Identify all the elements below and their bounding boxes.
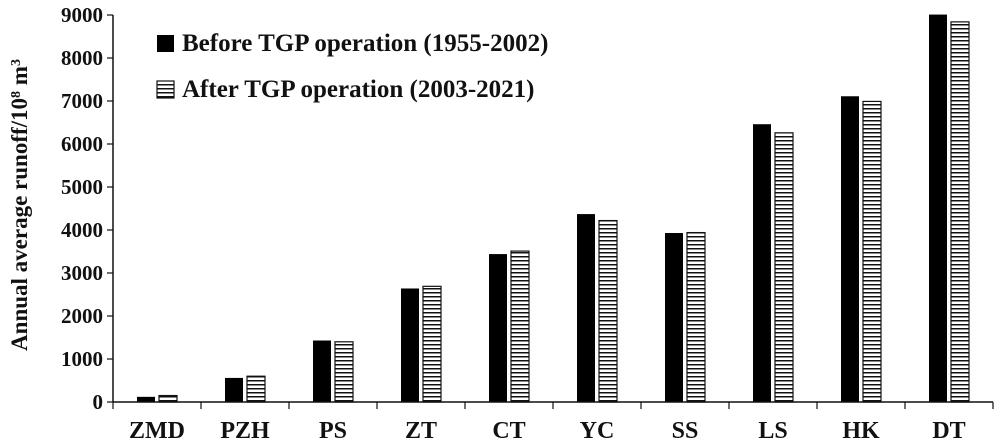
bar-after-pzh bbox=[246, 375, 266, 403]
x-tick-label: ZT bbox=[405, 418, 437, 444]
y-axis-title: Annual average runoff/108 m3 bbox=[7, 59, 32, 351]
x-tick-label: PZH bbox=[220, 418, 270, 444]
y-tick-label: 7000 bbox=[61, 89, 103, 113]
y-axis-ticks: 0 1000 2000 3000 4000 5000 6000 7000 8000 9000 bbox=[61, 3, 113, 414]
bar-before-hk bbox=[841, 96, 859, 403]
bars-group bbox=[137, 14, 970, 403]
y-tick-label: 8000 bbox=[61, 46, 103, 70]
y-axis-title-sup: 8 bbox=[9, 91, 24, 98]
x-tick-label: CT bbox=[492, 418, 525, 444]
bar-after-dt bbox=[950, 21, 970, 403]
bar-after-ss bbox=[686, 231, 706, 403]
legend-label-after: After TGP operation (2003-2021) bbox=[182, 76, 535, 103]
bar-after-ct bbox=[510, 250, 530, 403]
y-tick-label: 1000 bbox=[61, 347, 103, 371]
x-tick-label: ZMD bbox=[129, 418, 185, 444]
x-tick-label: LS bbox=[758, 418, 787, 444]
y-tick-label: 2000 bbox=[61, 304, 103, 328]
bar-after-yc bbox=[598, 219, 618, 403]
bar-after-ps bbox=[334, 341, 354, 403]
bar-before-zt bbox=[401, 288, 419, 402]
y-tick-label: 3000 bbox=[61, 261, 103, 285]
x-tick-label: SS bbox=[672, 418, 699, 444]
bar-after-zt bbox=[422, 285, 442, 403]
y-tick-label: 6000 bbox=[61, 132, 103, 156]
bar-before-zmd bbox=[137, 396, 155, 402]
bar-before-ss bbox=[665, 233, 683, 402]
legend-label-before: Before TGP operation (1955-2002) bbox=[182, 30, 548, 57]
y-tick-label: 5000 bbox=[61, 175, 103, 199]
bar-after-hk bbox=[862, 100, 882, 403]
x-tick-label: DT bbox=[932, 418, 965, 444]
y-tick-label: 9000 bbox=[61, 3, 103, 27]
x-axis-ticks: ZMD PZH PS ZT CT YC SS LS HK DT bbox=[112, 402, 994, 444]
bar-before-ls bbox=[753, 124, 771, 402]
bar-after-ls bbox=[774, 132, 794, 403]
bar-before-dt bbox=[929, 14, 947, 402]
x-tick-label: PS bbox=[319, 418, 347, 444]
x-tick-label: HK bbox=[842, 418, 880, 444]
bar-before-ps bbox=[313, 340, 331, 402]
bar-before-yc bbox=[577, 214, 595, 402]
legend-swatch-after bbox=[156, 80, 175, 99]
legend-swatch-before bbox=[157, 35, 174, 52]
y-tick-label: 4000 bbox=[61, 218, 103, 242]
bar-before-ct bbox=[489, 254, 507, 402]
x-tick-label: YC bbox=[580, 418, 615, 444]
bar-before-pzh bbox=[225, 377, 243, 402]
legend: Before TGP operation (1955-2002) After T… bbox=[156, 30, 548, 103]
y-tick-label: 0 bbox=[93, 390, 104, 414]
bar-after-zmd bbox=[158, 394, 178, 403]
y-axis-title-unit-sup: 3 bbox=[9, 59, 24, 66]
